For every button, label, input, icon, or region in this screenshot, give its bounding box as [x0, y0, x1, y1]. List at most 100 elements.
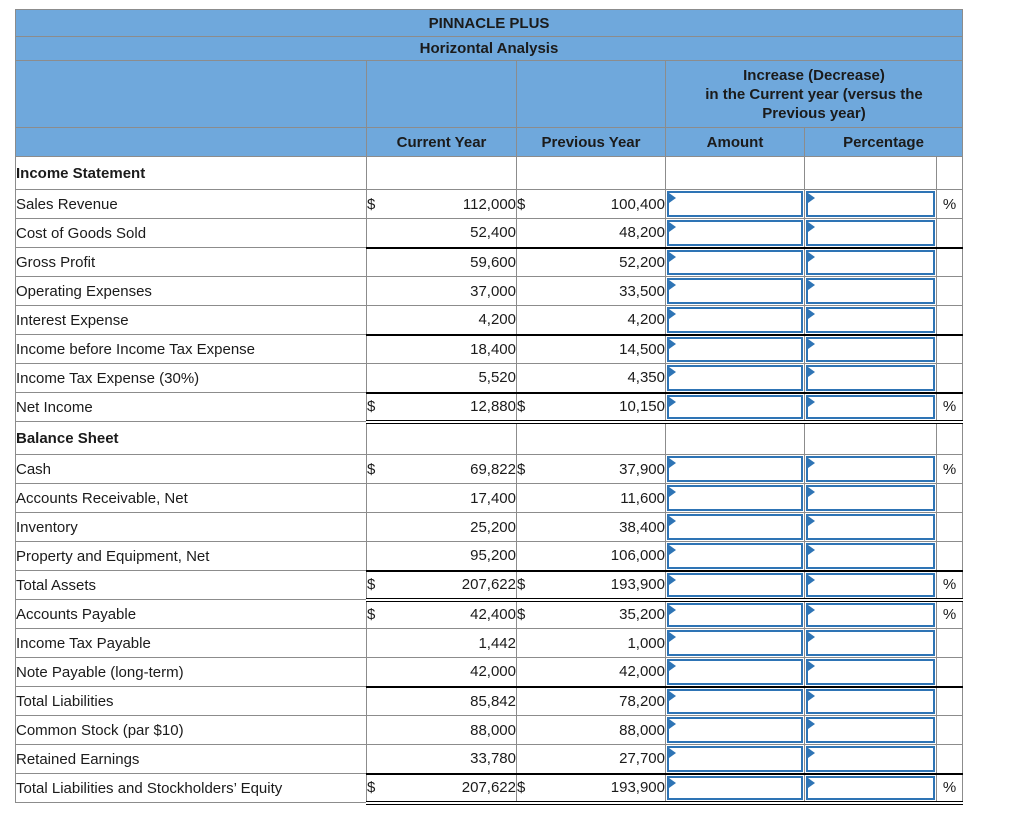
percentage-cell	[804, 570, 937, 602]
answer-marker-icon	[808, 604, 815, 615]
amount-input[interactable]	[667, 659, 803, 685]
amount-input[interactable]	[667, 717, 803, 743]
amount-input[interactable]	[667, 249, 803, 275]
increase-header-line3: Previous year)	[762, 104, 866, 122]
percentage-cell	[804, 744, 937, 775]
percentage-input[interactable]	[806, 336, 935, 362]
amount-input[interactable]	[667, 307, 803, 333]
current-year-value: 37,000	[366, 276, 517, 306]
amount-input[interactable]	[667, 336, 803, 362]
percentage-input[interactable]	[806, 717, 935, 743]
amount-input[interactable]	[667, 365, 803, 391]
amount-input[interactable]	[667, 485, 803, 511]
amount-input[interactable]	[667, 456, 803, 482]
percent-symbol-cell	[936, 744, 963, 775]
report-title: Horizontal Analysis	[15, 36, 963, 61]
amount-cell	[665, 483, 805, 513]
row-label: Cost of Goods Sold	[15, 218, 367, 248]
amount-cell	[665, 686, 805, 716]
percent-symbol-cell	[936, 421, 963, 455]
table-row: Total Liabilities and Stockholders’ Equi…	[15, 773, 963, 805]
dollar-sign: $	[517, 195, 526, 213]
previous-year-value: $100,400	[516, 189, 666, 219]
amount-input[interactable]	[667, 630, 803, 656]
percentage-input[interactable]	[806, 394, 935, 418]
percentage-input[interactable]	[806, 307, 935, 333]
percentage-input[interactable]	[806, 456, 935, 482]
previous-year-value: 38,400	[516, 512, 666, 542]
percentage-input[interactable]	[806, 514, 935, 540]
percent-symbol-cell	[936, 334, 963, 364]
cell-value: 4,200	[627, 311, 665, 329]
percent-symbol-cell	[936, 541, 963, 572]
row-label: Balance Sheet	[15, 421, 367, 455]
previous-year-value: 33,500	[516, 276, 666, 306]
cell-value: 4,350	[627, 369, 665, 387]
amount-input[interactable]	[667, 191, 803, 217]
percent-symbol-cell: %	[936, 570, 963, 602]
col-header-amount: Amount	[665, 127, 805, 157]
row-label: Note Payable (long-term)	[15, 657, 367, 687]
amount-input[interactable]	[667, 514, 803, 540]
current-year-value: 95,200	[366, 541, 517, 572]
amount-cell	[665, 189, 805, 219]
percentage-input[interactable]	[806, 278, 935, 304]
cell-value: 52,400	[470, 224, 516, 242]
amount-cell	[665, 392, 805, 424]
increase-header-line2: in the Current year (versus the	[705, 85, 923, 103]
dollar-sign: $	[367, 398, 376, 415]
percent-symbol-cell	[936, 715, 963, 745]
amount-cell	[665, 454, 805, 484]
answer-marker-icon	[808, 280, 815, 290]
table-row: Cost of Goods Sold 52,400 48,200	[15, 218, 963, 249]
previous-year-value: 14,500	[516, 334, 666, 364]
amount-input[interactable]	[667, 602, 803, 627]
percentage-input[interactable]	[806, 572, 935, 596]
answer-marker-icon	[669, 338, 676, 349]
amount-input[interactable]	[667, 746, 803, 772]
percentage-cell	[804, 599, 937, 629]
amount-input[interactable]	[667, 278, 803, 304]
amount-input[interactable]	[667, 543, 803, 569]
amount-input[interactable]	[667, 220, 803, 246]
percentage-input[interactable]	[806, 630, 935, 656]
percentage-input[interactable]	[806, 659, 935, 685]
amount-input[interactable]	[667, 572, 803, 596]
amount-cell	[665, 276, 805, 306]
percentage-cell	[804, 628, 937, 658]
percentage-input[interactable]	[806, 688, 935, 714]
answer-marker-icon	[808, 690, 815, 701]
row-label: Property and Equipment, Net	[15, 541, 367, 571]
percentage-input[interactable]	[806, 191, 935, 217]
row-label: Sales Revenue	[15, 189, 367, 219]
percentage-input[interactable]	[806, 602, 935, 627]
answer-marker-icon	[808, 719, 815, 729]
cell-value: 42,400	[470, 606, 516, 624]
amount-input[interactable]	[667, 775, 803, 799]
percentage-input[interactable]	[806, 543, 935, 569]
current-year-value: 4,200	[366, 305, 517, 336]
current-year-value: 5,520	[366, 363, 517, 394]
percentage-cell	[804, 276, 937, 306]
percentage-input[interactable]	[806, 485, 935, 511]
answer-marker-icon	[669, 661, 676, 671]
percent-symbol-cell	[936, 276, 963, 306]
answer-marker-icon	[669, 222, 676, 232]
percentage-input[interactable]	[806, 775, 935, 799]
answer-marker-icon	[669, 193, 676, 203]
percentage-input[interactable]	[806, 746, 935, 772]
amount-input[interactable]	[667, 394, 803, 418]
table-row: Retained Earnings 33,780 27,700	[15, 744, 963, 775]
current-year-value: 1,442	[366, 628, 517, 658]
percentage-cell	[804, 541, 937, 572]
amount-input[interactable]	[667, 688, 803, 714]
current-year-value: 42,000	[366, 657, 517, 688]
percentage-input[interactable]	[806, 249, 935, 275]
percentage-input[interactable]	[806, 220, 935, 246]
cell-value: 48,200	[619, 224, 665, 242]
percentage-input[interactable]	[806, 365, 935, 391]
amount-cell	[665, 628, 805, 658]
cell-value: 207,622	[461, 576, 516, 593]
previous-year-value: 88,000	[516, 715, 666, 745]
answer-marker-icon	[808, 777, 815, 788]
